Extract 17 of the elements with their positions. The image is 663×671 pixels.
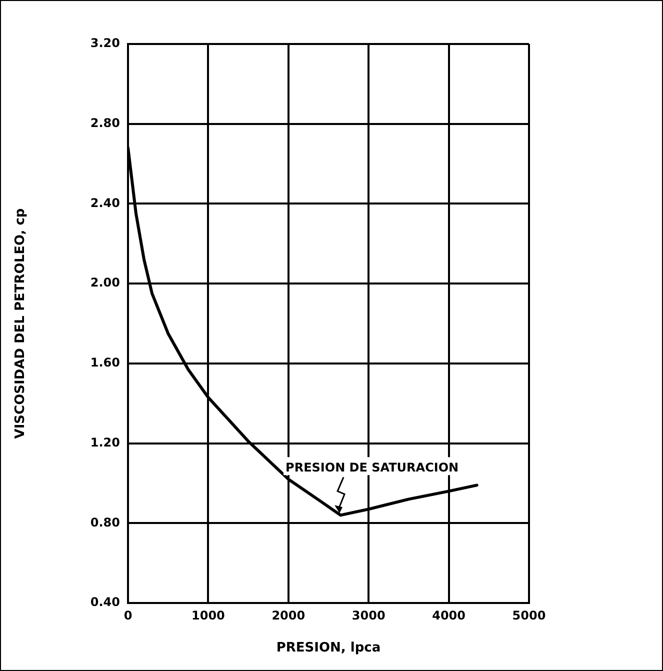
x-tick-label: 4000 (432, 608, 466, 622)
y-tick-label: 1.60 (90, 356, 120, 370)
x-tick-label: 1000 (191, 608, 225, 622)
y-tick-label: 0.80 (90, 515, 120, 530)
y-tick-label: 3.20 (90, 36, 120, 50)
y-tick-label: 2.00 (90, 276, 120, 290)
annotation: PRESION DE SATURACION (286, 460, 459, 474)
x-tick-label: 3000 (352, 608, 386, 622)
x-tick-label: 2000 (272, 608, 306, 622)
x-tick-label: 5000 (512, 608, 546, 622)
x-tick-label: 0 (124, 608, 132, 622)
y-tick-label: 2.40 (90, 196, 120, 210)
y-tick-label: 1.20 (90, 435, 120, 450)
x-axis-title: PRESION, lpca (276, 640, 381, 656)
y-axis-title: VISCOSIDAD DEL PETROLEO, cp (13, 208, 28, 439)
y-tick-label: 0.40 (90, 595, 120, 610)
y-tick-label: 2.80 (90, 116, 120, 130)
